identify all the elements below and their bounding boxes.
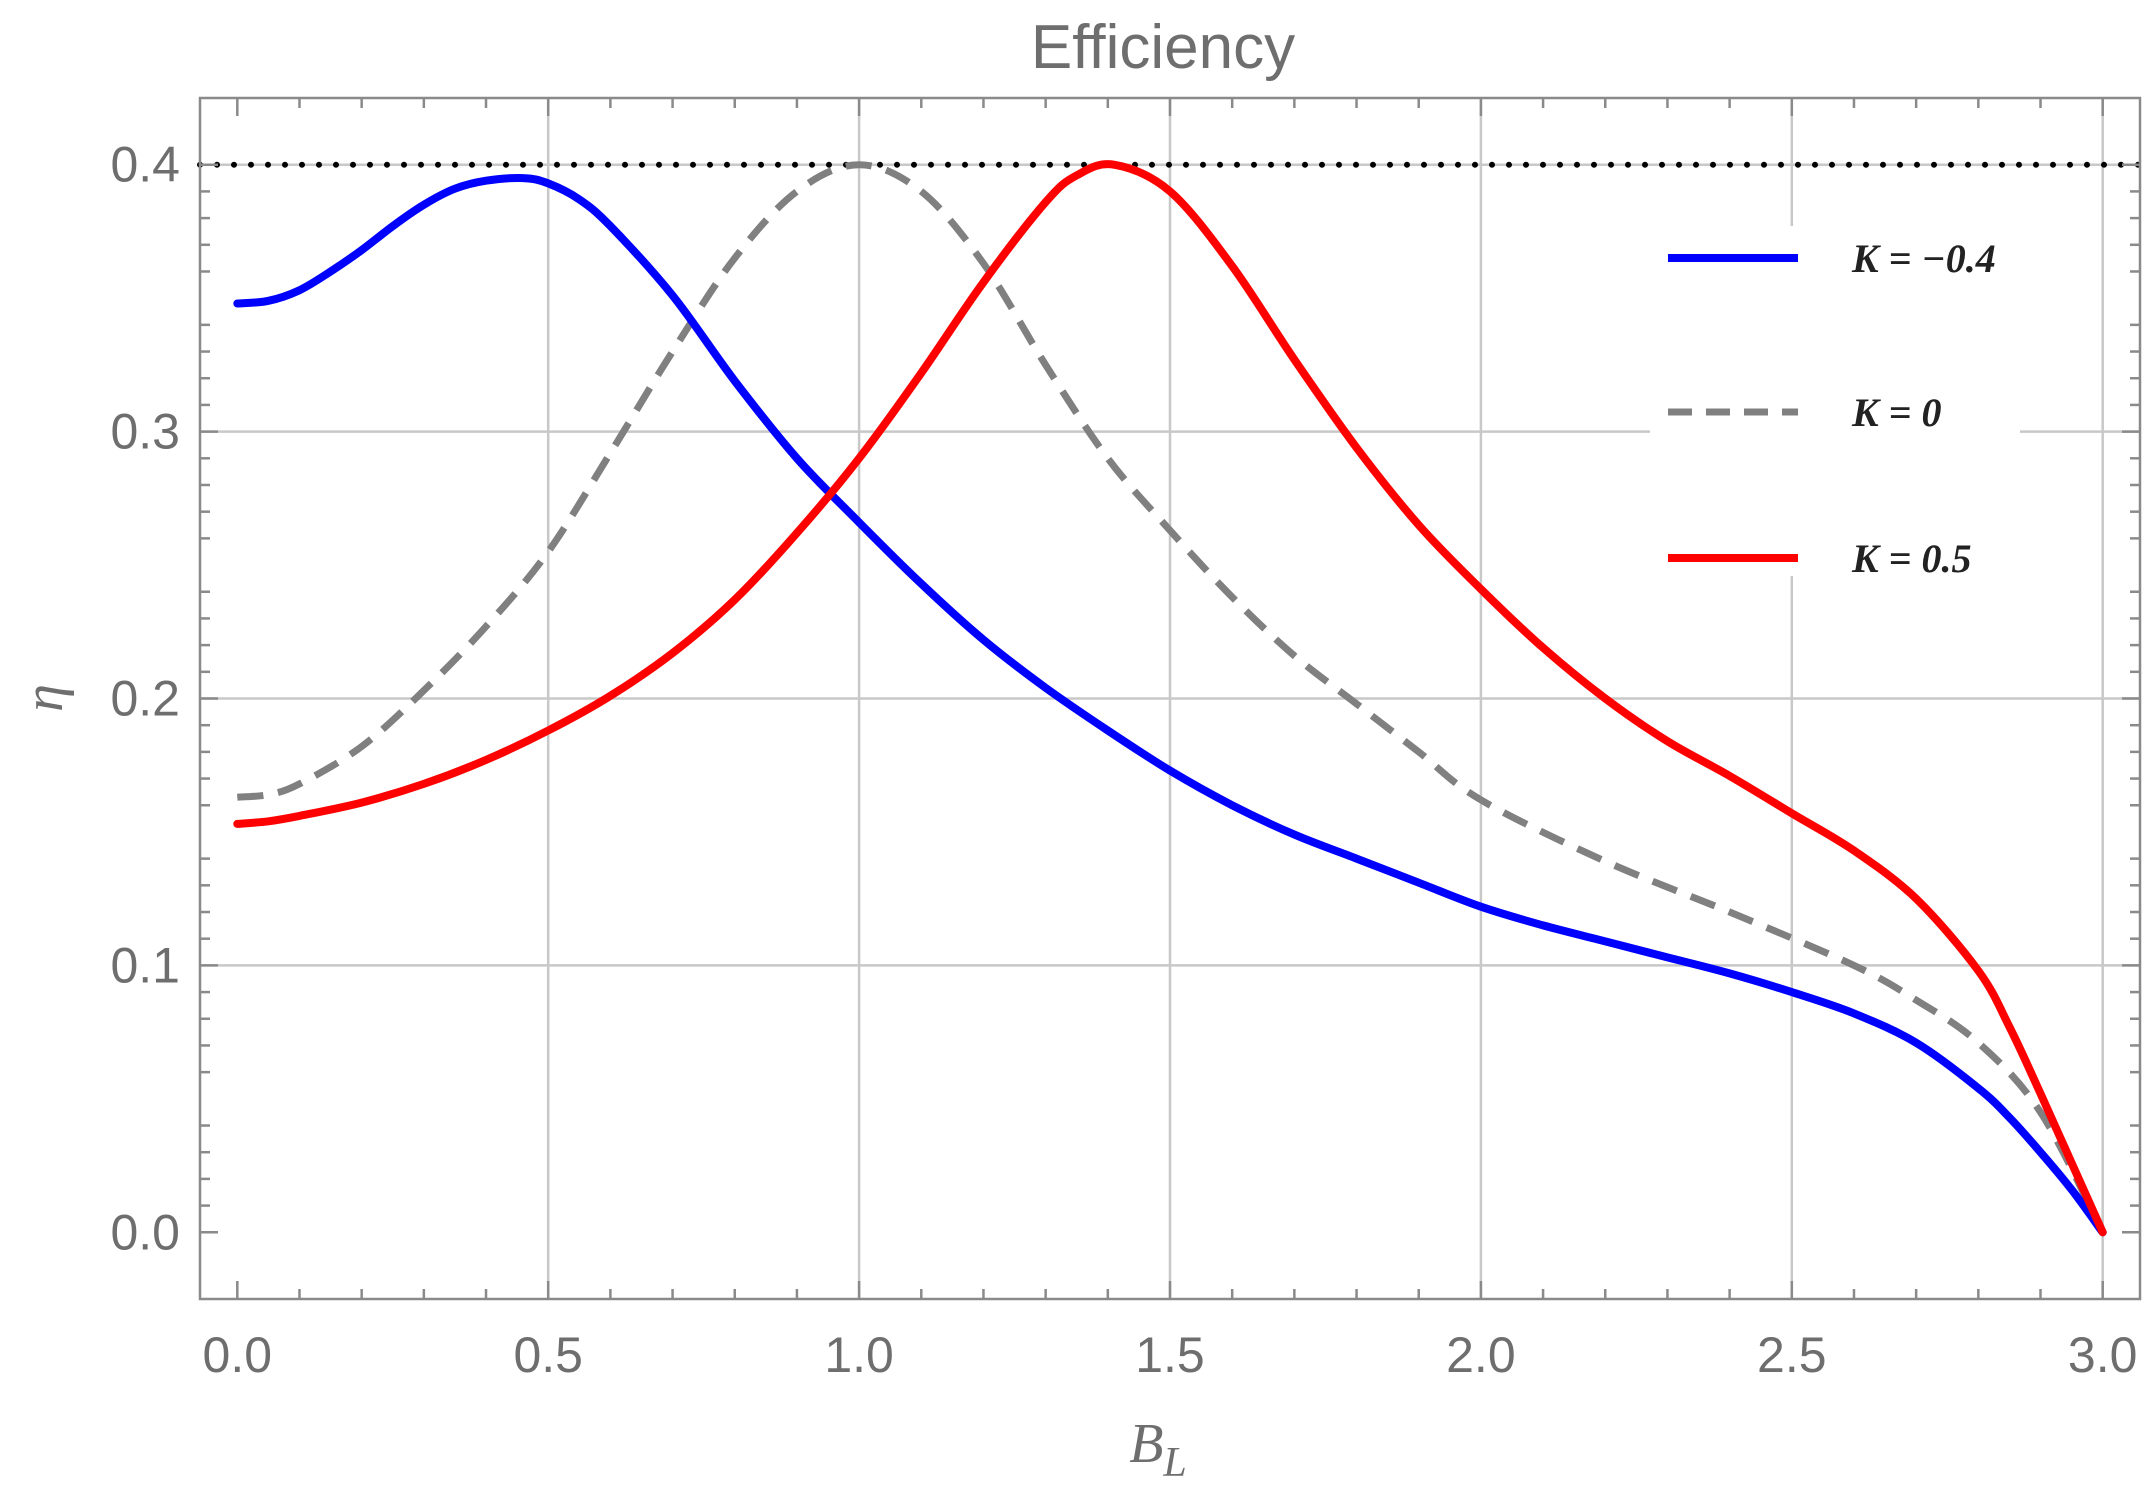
- axis-ticks: [200, 98, 2140, 1299]
- y-axis-label: η: [13, 684, 75, 712]
- y-tick-label: 0.3: [110, 404, 180, 460]
- series-line-2: [233, 160, 2107, 1237]
- x-tick-label: 2.5: [1757, 1327, 1827, 1383]
- legend-background: [1650, 226, 2020, 576]
- y-tick-label: 0.2: [110, 671, 180, 727]
- x-tick-label: 2.0: [1446, 1327, 1516, 1383]
- y-tick-label: 0.4: [110, 137, 180, 193]
- x-tick-label: 0.5: [513, 1327, 583, 1383]
- legend-label-1: K = 0: [1851, 390, 1941, 435]
- legend-label-0: K = −0.4: [1851, 236, 1996, 281]
- y-tick-label: 0.0: [110, 1204, 180, 1260]
- x-tick-label: 1.5: [1135, 1327, 1205, 1383]
- series-line-1: [237, 161, 2106, 1234]
- y-tick-label: 0.1: [110, 937, 180, 993]
- x-tick-label: 0.0: [203, 1327, 273, 1383]
- x-tick-label: 3.0: [2068, 1327, 2138, 1383]
- tick-labels: 0.0 0.5 1.0 1.5 2.0 2.5 3.0 0.0 0.1 0.2 0.3 0.4: [110, 137, 2137, 1383]
- chart-title: Efficiency: [1031, 13, 1295, 82]
- series-layer: [233, 160, 2107, 1237]
- series-line-0: [233, 173, 2107, 1237]
- x-tick-label: 1.0: [824, 1327, 894, 1383]
- x-axis-label: BL: [1129, 1413, 1187, 1486]
- legend: K = −0.4 K = 0 K = 0.5: [1650, 226, 2020, 581]
- legend-label-2: K = 0.5: [1851, 536, 1971, 581]
